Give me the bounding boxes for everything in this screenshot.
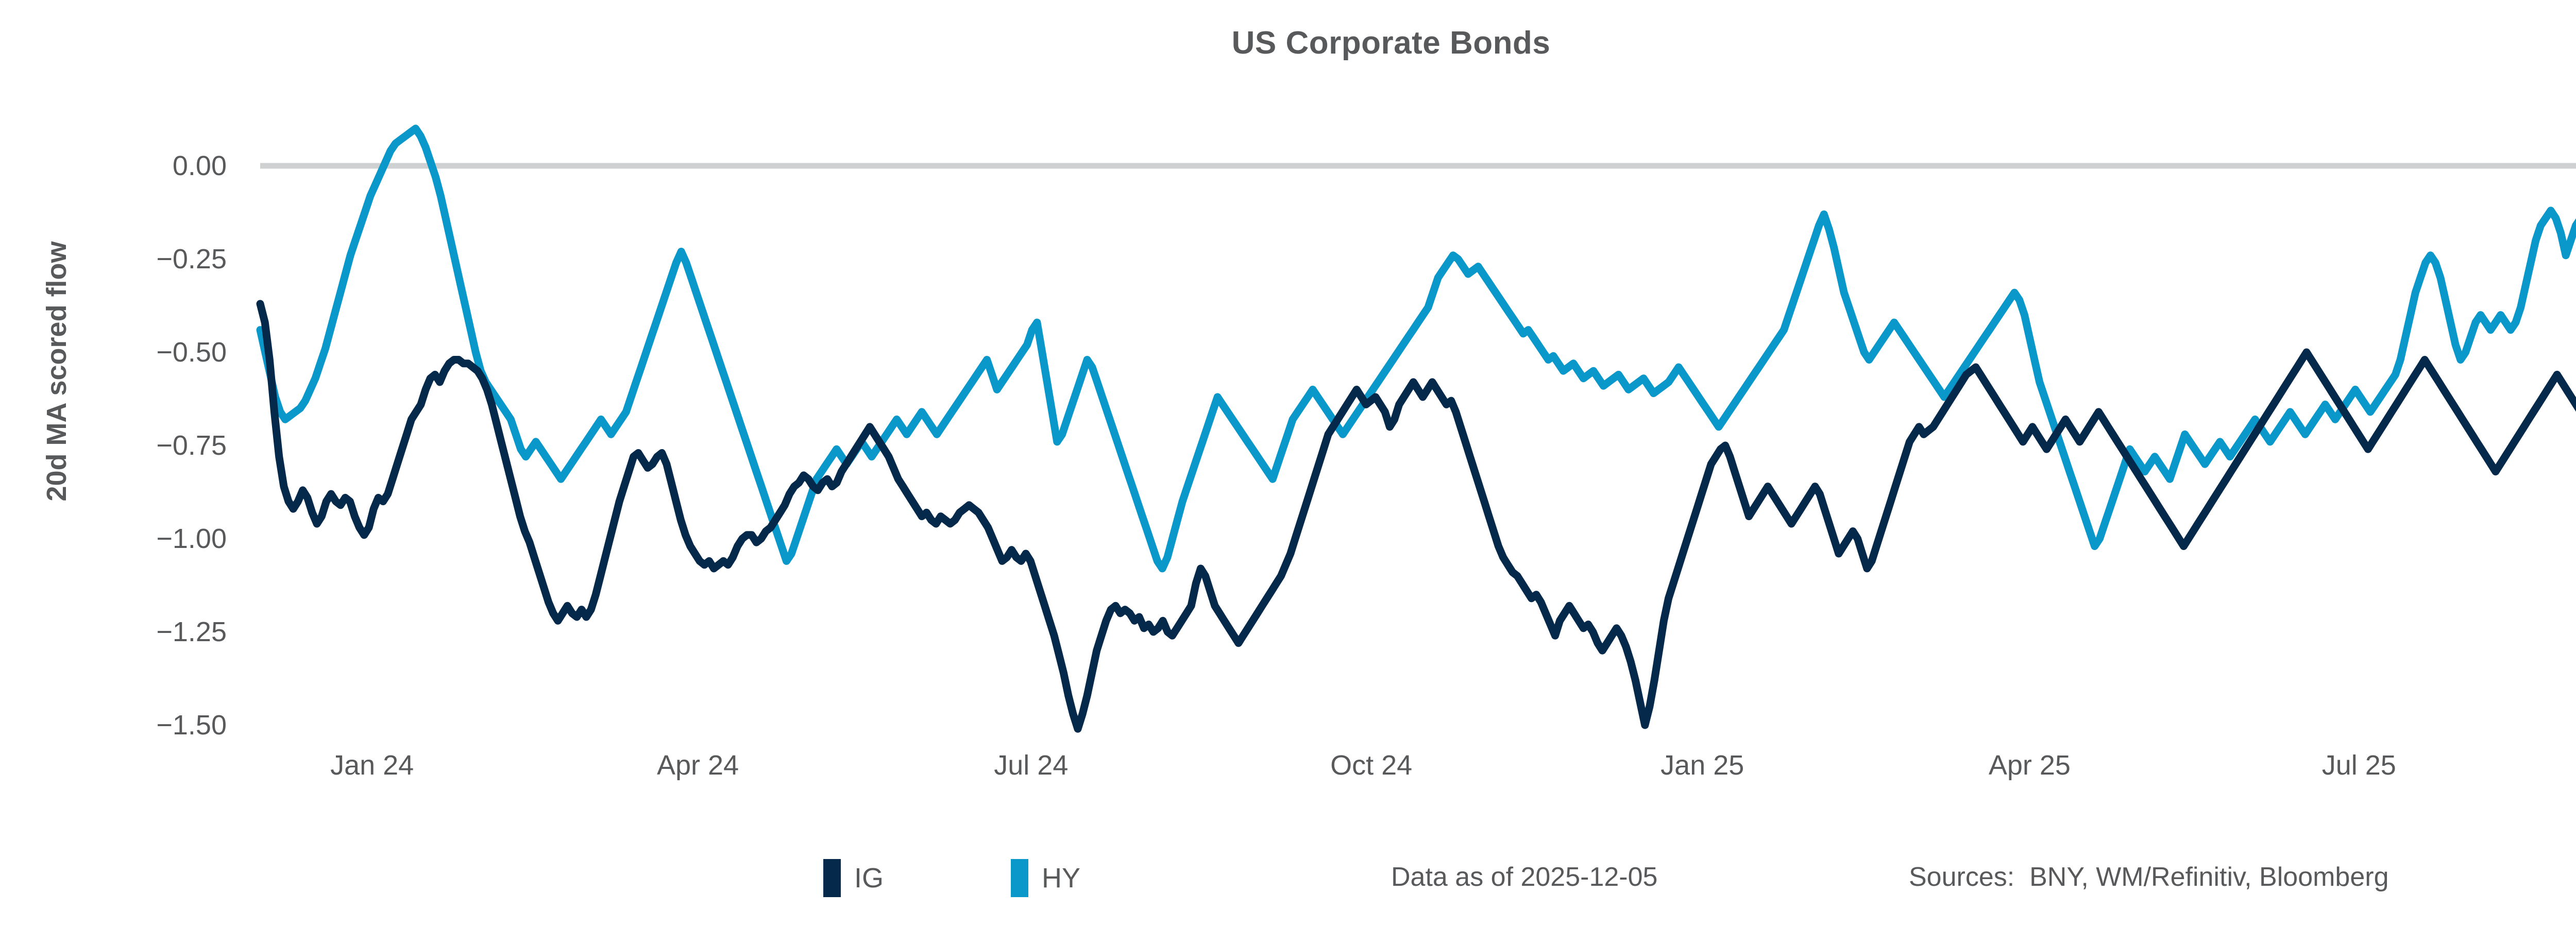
chart-footer: IG HY Data as of 2025-12-05 Sources: BNY… (0, 852, 2576, 914)
legend-label-ig: IG (854, 863, 884, 894)
y-tick-label: −1.00 (156, 523, 227, 554)
data-as-of-note: Data as of 2025-12-05 (1391, 862, 1658, 892)
y-tick-label: −0.50 (156, 337, 227, 368)
x-tick-label: Jan 25 (1660, 750, 1744, 781)
chart-title: US Corporate Bonds (1231, 25, 1551, 61)
legend-swatch-hy (1011, 859, 1028, 897)
y-tick-label: −0.25 (156, 244, 227, 274)
x-tick-label: Jul 25 (2321, 750, 2396, 781)
x-tick-label: Jul 24 (994, 750, 1069, 781)
series-line-ig (256, 300, 2576, 733)
y-axis-tick-labels: 0.00 −0.25 −0.50 −0.75 −1.00 −1.25 −1.50 (0, 0, 237, 927)
y-tick-label: −1.50 (156, 710, 227, 741)
x-tick-label: Apr 25 (1988, 750, 2071, 781)
x-tick-label: Oct 24 (1330, 750, 1413, 781)
legend-swatch-ig (823, 859, 841, 897)
y-tick-label: 0.00 (172, 150, 227, 181)
legend-item-ig[interactable]: IG (823, 852, 884, 904)
x-tick-label: Apr 24 (656, 750, 739, 781)
legend-item-hy[interactable]: HY (1011, 852, 1080, 904)
legend-label-hy: HY (1042, 863, 1081, 894)
sources-note: Sources: BNY, WM/Refinitiv, Bloomberg (1909, 862, 2389, 892)
series-line-hy (256, 125, 2576, 573)
y-tick-label: −1.25 (156, 616, 227, 647)
x-tick-label: Jan 24 (330, 750, 414, 781)
y-tick-label: −0.75 (156, 430, 227, 461)
